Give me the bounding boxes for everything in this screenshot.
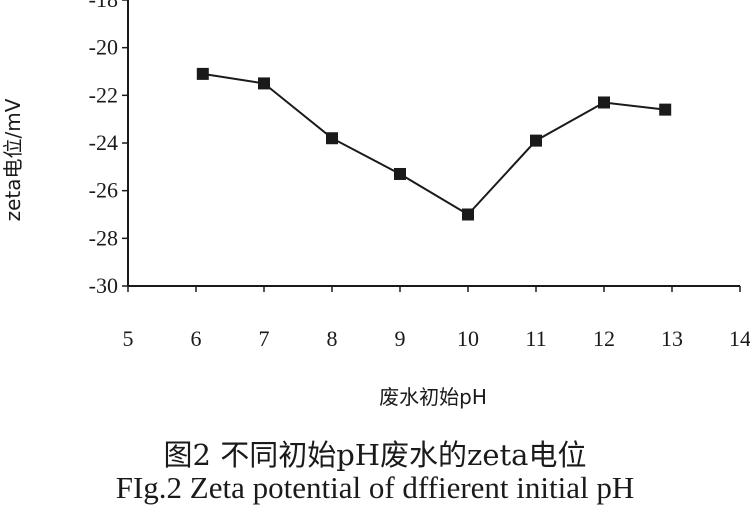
y-tick-label: -18 (89, 0, 118, 12)
data-point-marker (258, 77, 270, 89)
x-tick-label: 13 (661, 326, 683, 351)
y-ticks: -18 -20 -22 -24 -26 -28 -30 (89, 0, 128, 298)
y-axis-label: zeta电位/mV (1, 98, 25, 221)
data-point-marker (659, 104, 671, 116)
y-tick-label: -30 (89, 273, 118, 298)
series-line (203, 74, 665, 215)
x-tick-label: 8 (327, 326, 338, 351)
x-tick-label: 5 (123, 326, 134, 351)
figure-caption-chinese: 图2 不同初始pH废水的zeta电位 (0, 432, 750, 474)
x-ticks: 5 6 7 8 9 10 11 12 13 14 (123, 286, 750, 351)
data-point-marker (530, 135, 542, 147)
axes (128, 0, 740, 286)
data-point-marker (394, 168, 406, 180)
figure-caption-english: FIg.2 Zeta potential of dffierent initia… (0, 470, 750, 506)
data-point-marker (197, 68, 209, 80)
data-point-marker (598, 96, 610, 108)
y-tick-label: -20 (89, 35, 118, 60)
x-axis-label: 废水初始pH (379, 385, 487, 409)
x-tick-label: 7 (259, 326, 270, 351)
x-tick-label: 11 (525, 326, 546, 351)
series (197, 68, 671, 221)
x-tick-label: 10 (457, 326, 479, 351)
y-tick-label: -22 (89, 82, 118, 107)
x-tick-label: 9 (395, 326, 406, 351)
data-point-marker (326, 132, 338, 144)
x-tick-label: 12 (593, 326, 615, 351)
x-tick-label: 6 (191, 326, 202, 351)
x-tick-label: 14 (729, 326, 750, 351)
y-tick-label: -26 (89, 178, 118, 203)
y-tick-label: -28 (89, 225, 118, 250)
data-point-marker (462, 209, 474, 221)
y-tick-label: -24 (89, 130, 118, 155)
